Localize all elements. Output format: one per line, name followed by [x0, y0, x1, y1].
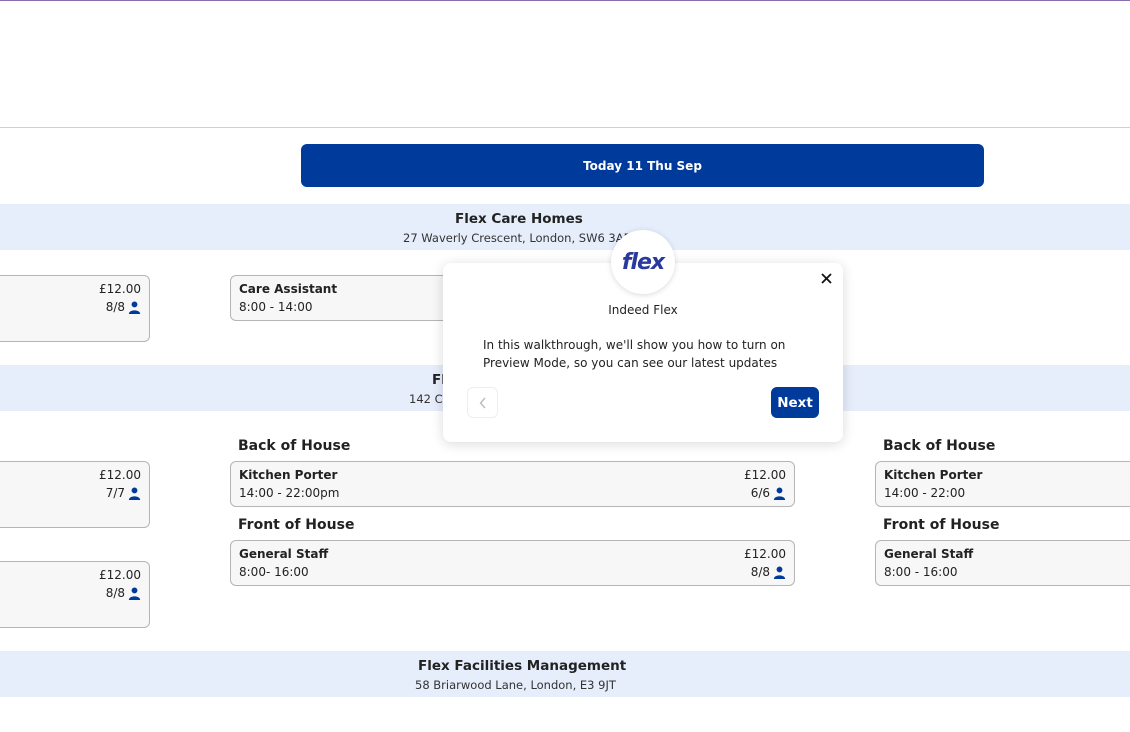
filled-count: 8/8 — [750, 565, 770, 579]
date-button[interactable]: Today 11 Thu Sep — [301, 144, 984, 187]
shift-time: 14:00 - 22:00 — [884, 486, 966, 500]
shift-time: 14:00 - 22:00pm — [239, 486, 340, 500]
body-line: Preview Mode, so you can see our latest … — [483, 356, 778, 370]
chevron-left — [479, 397, 486, 408]
shift-card[interactable]: Kitchen Porter 14:00 - 22:00 — [875, 461, 1130, 507]
person-icon — [128, 587, 141, 600]
close-button[interactable] — [821, 273, 832, 284]
brand-logo: flex — [611, 230, 675, 294]
filled-count: 7/7 — [105, 486, 125, 500]
group-title: Back of House — [238, 438, 351, 454]
shift-role: General Staff — [884, 547, 974, 561]
person-icon — [128, 487, 141, 500]
shift-time: 8:00- 16:00 — [239, 565, 309, 579]
next-button[interactable]: Next — [771, 387, 819, 418]
shift-rate: £12.00 — [744, 547, 786, 561]
site-address: 58 Briarwood Lane, London, E3 9JT — [415, 678, 616, 692]
brand-name: Indeed Flex — [608, 303, 678, 317]
shift-filled: 7/7 — [106, 486, 141, 500]
shift-rate: £12.00 — [99, 568, 141, 582]
popup-body: In this walkthrough, we'll show you how … — [483, 336, 785, 372]
group-title: Front of House — [238, 517, 355, 533]
site-band: Flex Care Homes 27 Waverly Crescent, Lon… — [0, 204, 1130, 250]
shift-card[interactable]: £12.00 8/8 — [0, 561, 150, 628]
person-icon — [773, 487, 786, 500]
site-address: 27 Waverly Crescent, London, SW6 3AB — [403, 231, 632, 245]
person-icon — [128, 301, 141, 314]
shift-role: Care Assistant — [239, 282, 338, 296]
filled-count: 6/6 — [750, 486, 770, 500]
shift-role: General Staff — [239, 547, 329, 561]
shift-rate: £12.00 — [744, 468, 786, 482]
shift-role: Kitchen Porter — [884, 468, 983, 482]
site-name: Flex Care Homes — [455, 211, 583, 227]
shift-card[interactable]: £12.00 8/8 — [0, 275, 150, 342]
group-title: Front of House — [883, 517, 1000, 533]
shift-rate: £12.00 — [99, 468, 141, 482]
shift-filled: 8/8 — [106, 300, 141, 314]
shift-rate: £12.00 — [99, 282, 141, 296]
person-icon — [773, 566, 786, 579]
filled-count: 8/8 — [105, 586, 125, 600]
shift-time: 8:00 - 16:00 — [884, 565, 958, 579]
body-line: In this walkthrough, we'll show you how … — [483, 338, 786, 352]
shift-filled: 8/8 — [751, 565, 786, 579]
top-border — [0, 0, 1130, 1]
site-name: Fl — [432, 372, 446, 388]
shift-time: 8:00 - 14:00 — [239, 300, 313, 314]
shift-card[interactable]: General Staff 8:00- 16:00 £12.00 8/8 — [230, 540, 795, 586]
filled-count: 8/8 — [105, 300, 125, 314]
site-band: Flex Facilities Management 58 Briarwood … — [0, 651, 1130, 697]
shift-card[interactable]: £12.00 7/7 — [0, 461, 150, 528]
header-divider — [0, 127, 1130, 128]
shift-filled: 8/8 — [106, 586, 141, 600]
group-title: Back of House — [883, 438, 996, 454]
shift-filled: 6/6 — [751, 486, 786, 500]
shift-card[interactable]: Kitchen Porter 14:00 - 22:00pm £12.00 6/… — [230, 461, 795, 507]
shift-role: Kitchen Porter — [239, 468, 338, 482]
site-name: Flex Facilities Management — [418, 658, 627, 674]
site-address: 142 Ca — [409, 392, 450, 406]
prev-button[interactable] — [467, 387, 498, 418]
shift-card[interactable]: General Staff 8:00 - 16:00 — [875, 540, 1130, 586]
